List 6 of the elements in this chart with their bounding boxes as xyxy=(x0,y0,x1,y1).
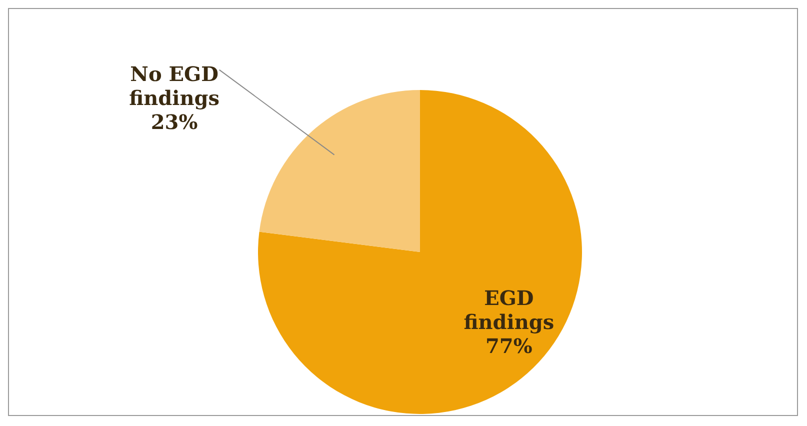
slice-label: EGD findings xyxy=(464,286,554,334)
data-label: 23% xyxy=(150,110,198,134)
pie-slice xyxy=(259,90,420,252)
data-label: 77% xyxy=(486,334,532,358)
pie-slice xyxy=(258,90,582,414)
slice-label: No EGD findings xyxy=(129,62,220,110)
